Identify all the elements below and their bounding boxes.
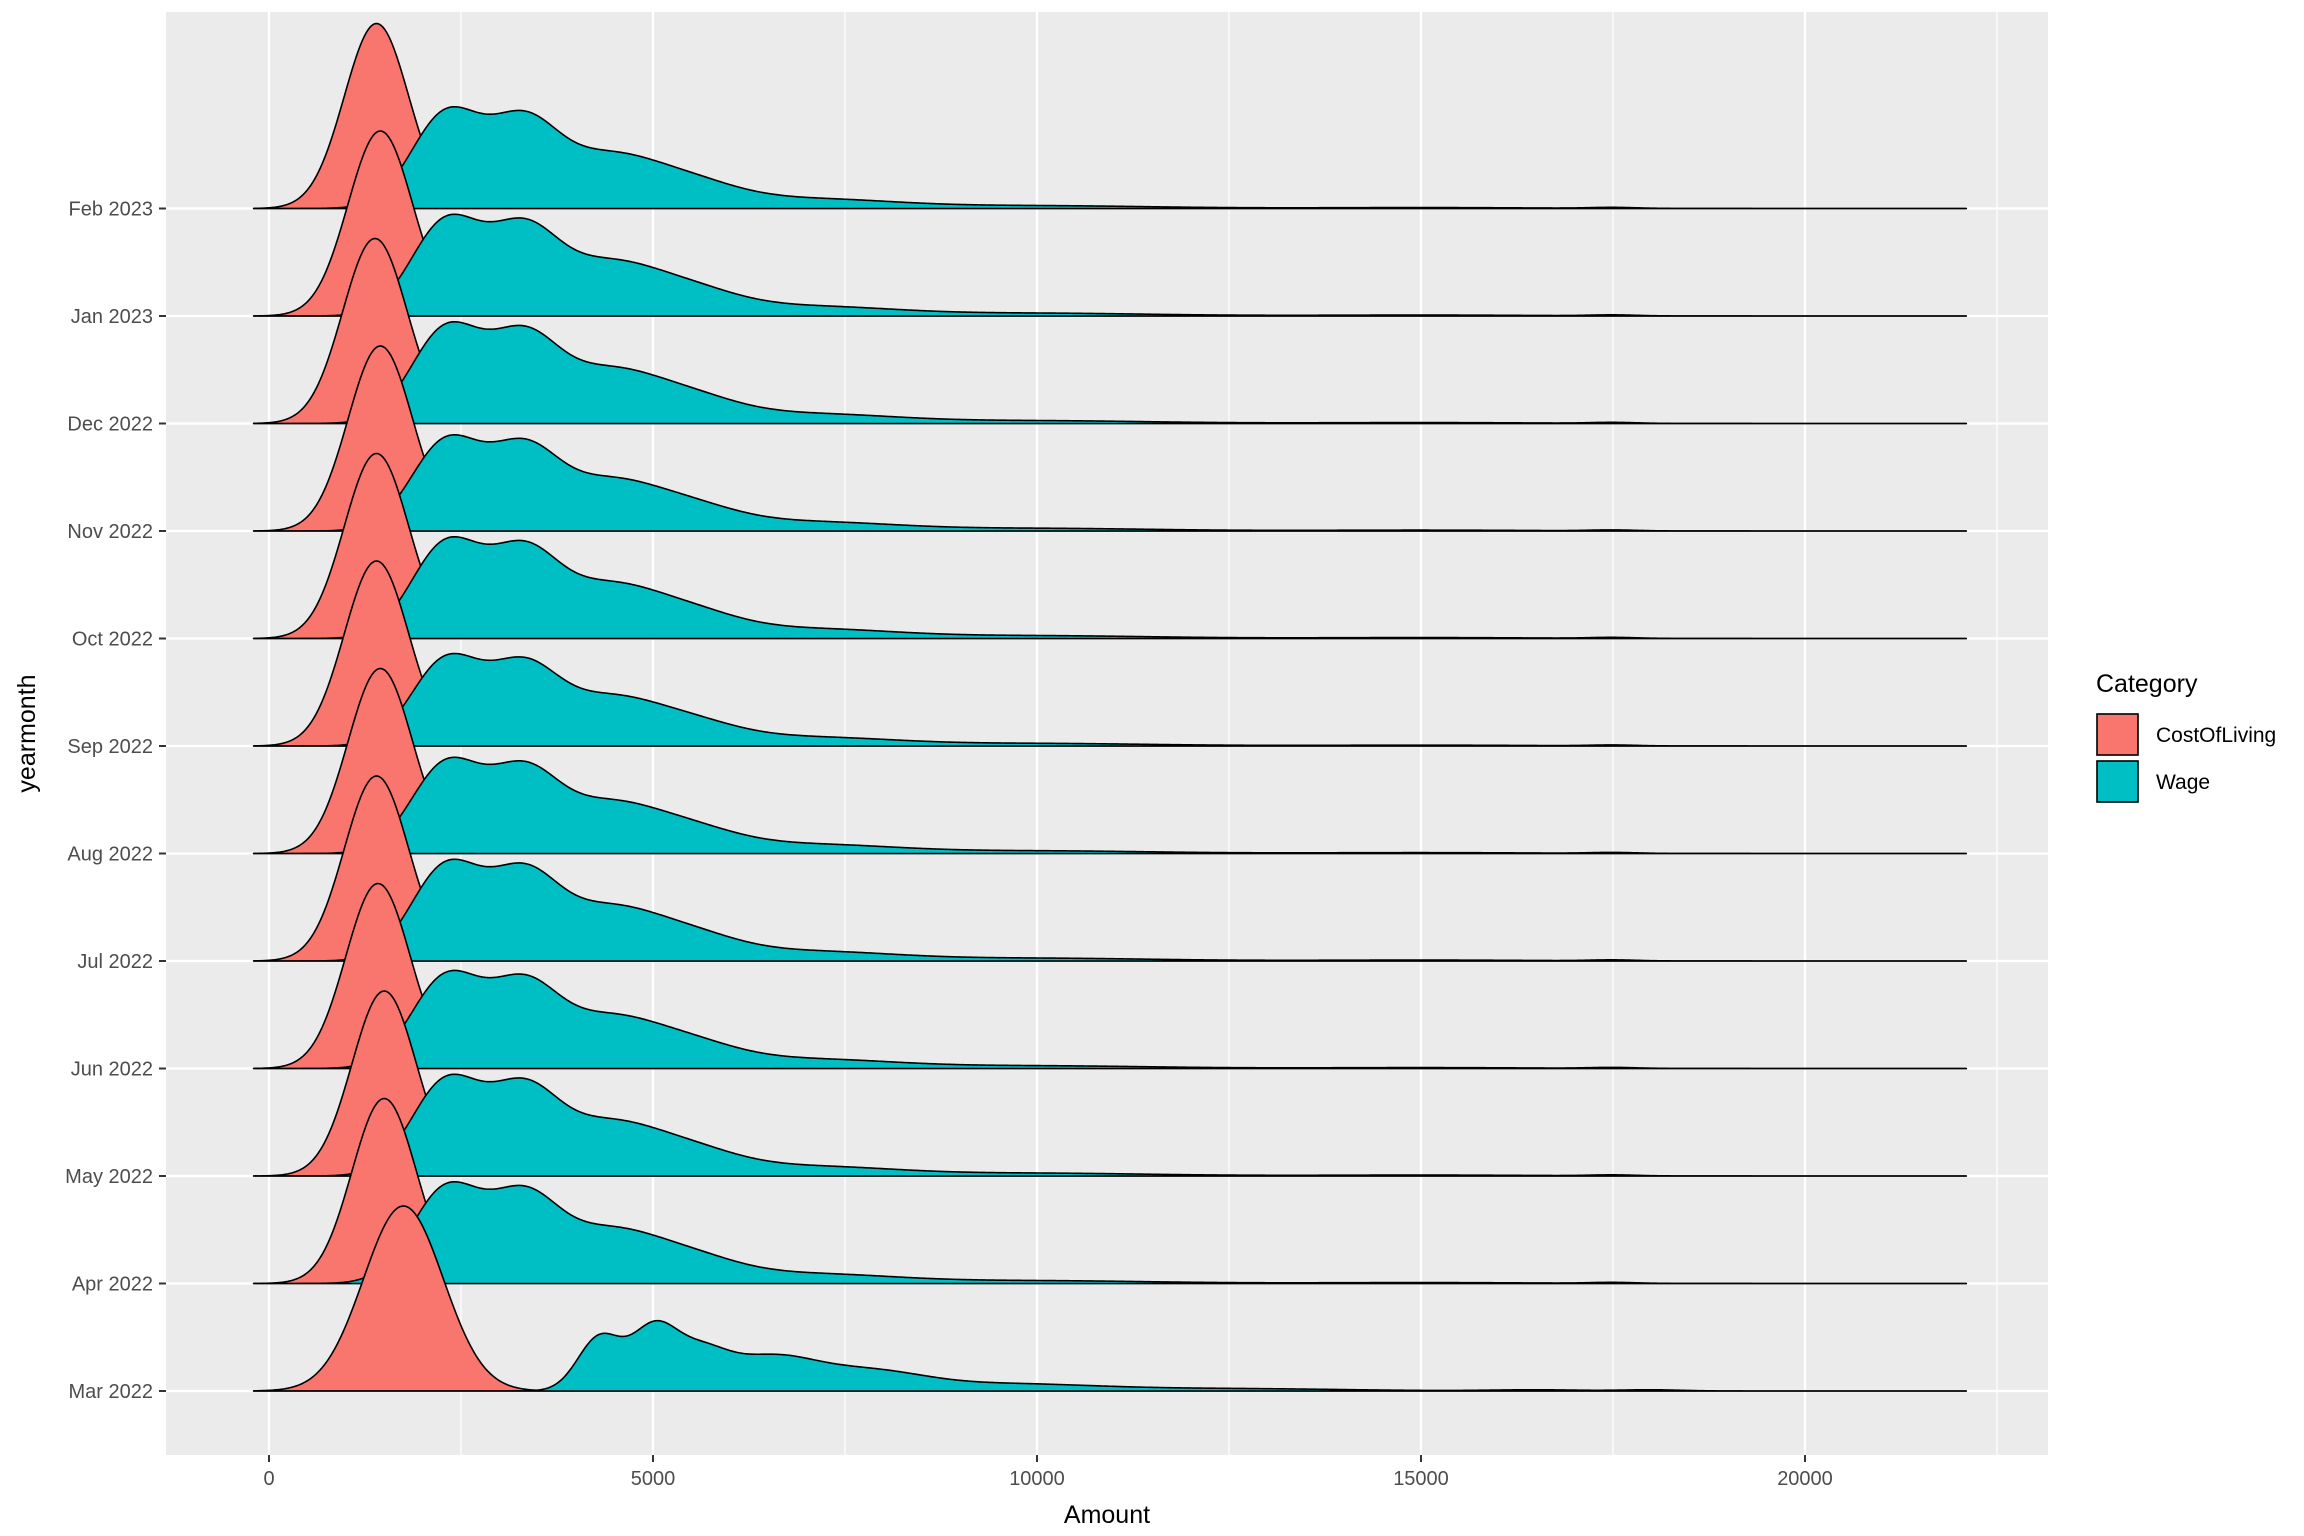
- y-tick-label: Mar 2022: [69, 1381, 154, 1403]
- wage-density: [252, 1073, 1968, 1177]
- legend: Category CostOfLiving Wage: [2096, 670, 2276, 803]
- x-tick-label: 5000: [631, 1468, 676, 1490]
- wage-density: [252, 1319, 1968, 1392]
- y-tick-label: Feb 2023: [68, 199, 153, 221]
- ridge-row: [252, 882, 1968, 1070]
- y-tick-label: Dec 2022: [67, 414, 153, 436]
- wage-density: [252, 1180, 1968, 1285]
- legend-label: Wage: [2156, 771, 2210, 794]
- y-tick-label: May 2022: [65, 1166, 153, 1188]
- x-tick-label: 10000: [1009, 1468, 1065, 1490]
- ridge-row: [252, 22, 1968, 210]
- legend-swatch: [2096, 760, 2139, 803]
- ridge-row: [252, 130, 1968, 317]
- x-tick-label: 15000: [1393, 1468, 1449, 1490]
- x-tick-label: 20000: [1777, 1468, 1833, 1490]
- wage-density: [252, 434, 1968, 532]
- density-ridges: [252, 22, 1968, 1392]
- wage-density: [252, 858, 1968, 962]
- y-tick-label: Aug 2022: [67, 844, 153, 866]
- x-axis-title: Amount: [1064, 1501, 1150, 1529]
- y-axis-title: yearmonth: [13, 674, 41, 792]
- wage-density: [252, 756, 1968, 855]
- legend-label: CostOfLiving: [2156, 724, 2276, 747]
- ridge-row: [252, 345, 1968, 532]
- wage-density: [252, 213, 1968, 317]
- x-axis-ticks: 0 5000 10000 15000 20000: [263, 1455, 1833, 1490]
- wage-density: [252, 320, 1968, 425]
- ridge-row: [252, 237, 1968, 425]
- legend-swatch: [2096, 713, 2139, 756]
- ridge-row: [252, 560, 1968, 747]
- y-tick-label: Apr 2022: [72, 1274, 153, 1296]
- y-tick-label: Oct 2022: [72, 629, 153, 651]
- ridge-row: [252, 775, 1968, 962]
- y-tick-label: Nov 2022: [67, 521, 153, 543]
- x-tick-label: 0: [263, 1468, 274, 1490]
- ridge-row: [252, 452, 1968, 640]
- wage-density: [252, 652, 1968, 747]
- y-tick-label: Jun 2022: [71, 1059, 153, 1081]
- y-tick-label: Jul 2022: [77, 951, 153, 973]
- ridge-row: [252, 990, 1968, 1177]
- y-tick-label: Jan 2023: [71, 306, 153, 328]
- legend-title: Category: [2096, 670, 2198, 698]
- ridge-row: [252, 667, 1968, 855]
- y-axis-ticks: Mar 2022 Apr 2022 May 2022 Jun 2022 Jul 2022…: [65, 199, 166, 1403]
- y-tick-label: Sep 2022: [67, 736, 153, 758]
- ridge-row: [252, 1205, 1968, 1392]
- wage-density: [252, 969, 1968, 1070]
- wage-density: [252, 105, 1968, 210]
- wage-density: [252, 535, 1968, 640]
